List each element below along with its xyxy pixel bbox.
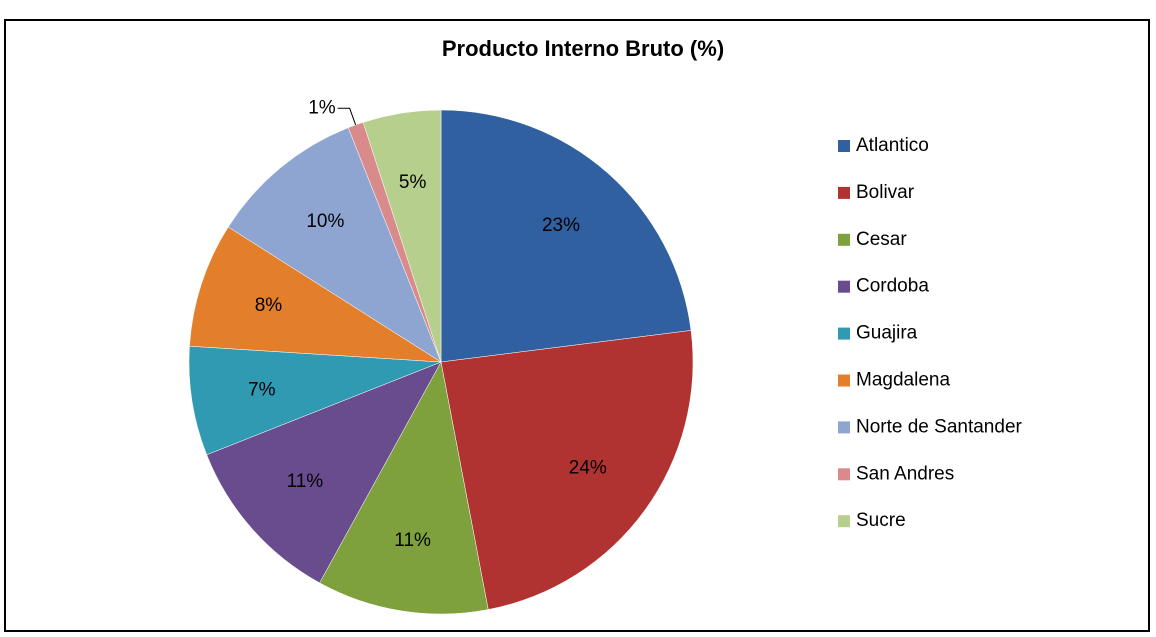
pie-slice xyxy=(206,361,442,584)
data-label: 11% xyxy=(287,471,324,492)
legend-swatch xyxy=(838,186,850,199)
legend-label: Sucre xyxy=(856,510,906,531)
data-label: 24% xyxy=(569,458,607,479)
pie-slice xyxy=(440,330,694,610)
pie-slice xyxy=(440,109,692,363)
legend-label: Norte de Santander xyxy=(856,416,1023,437)
legend-swatch xyxy=(838,140,850,152)
legend-swatch xyxy=(838,515,850,528)
chart-title: Producto Interno Bruto (%) xyxy=(442,36,724,61)
pie-slice xyxy=(362,109,442,363)
data-label: 5% xyxy=(399,172,427,193)
legend-swatch xyxy=(838,421,850,434)
legend-label: San Andres xyxy=(856,463,954,484)
legend-label: Magdalena xyxy=(856,370,950,391)
legend-label: Cordoba xyxy=(856,276,929,297)
data-label: 8% xyxy=(255,295,283,316)
legend-swatch xyxy=(838,233,850,246)
legend-label: Cesar xyxy=(856,229,907,250)
legend-label: Guajira xyxy=(856,323,918,344)
legend-swatch xyxy=(838,280,850,293)
leader-line xyxy=(337,107,357,126)
pie-slice xyxy=(319,361,489,615)
data-label: 23% xyxy=(542,215,580,236)
data-label: 11% xyxy=(394,530,431,551)
pie-slice xyxy=(188,345,442,456)
pie-slice xyxy=(189,226,442,363)
legend-label: Bolivar xyxy=(856,182,915,203)
legend-swatch xyxy=(838,374,850,387)
legend-swatch xyxy=(838,327,850,340)
pie-slice xyxy=(227,127,442,363)
legend-label: Atlantico xyxy=(856,135,929,156)
data-label: 1% xyxy=(308,97,336,118)
legend-swatch xyxy=(838,468,850,481)
data-label: 7% xyxy=(248,379,276,400)
data-label: 10% xyxy=(306,211,344,232)
